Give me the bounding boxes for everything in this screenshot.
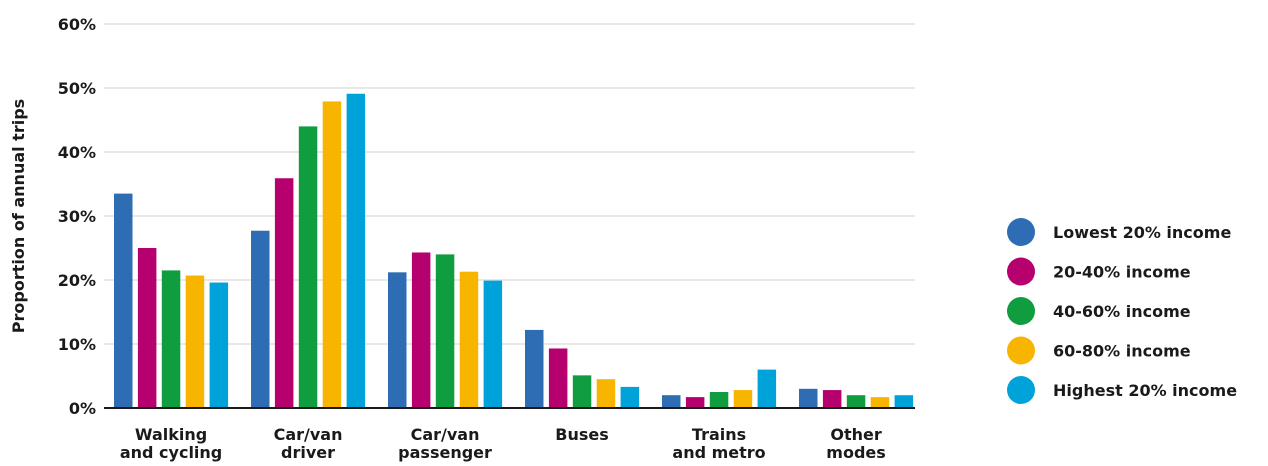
bar [846,395,866,408]
legend: Lowest 20% income 20-40% income 40-60% inc… [1007,218,1237,404]
x-category-label: Car/van [411,425,480,444]
bar [596,379,616,408]
x-category-label: driver [281,443,335,462]
bar [483,280,503,408]
x-category-label: modes [826,443,886,462]
bar [298,126,318,409]
y-tick-label: 0% [69,399,96,418]
bar [822,390,842,408]
bar [870,397,890,408]
x-category-label: Walking [135,425,207,444]
bar [525,329,544,408]
legend-swatch [1007,218,1035,246]
y-tick-label: 60% [58,15,96,34]
bar [620,386,640,408]
legend-swatch [1007,297,1035,325]
bar [209,282,229,408]
bar [251,230,270,408]
legend-label: 20-40% income [1053,263,1191,282]
bar [411,252,431,408]
bar [459,271,479,408]
x-category-label: Trains [692,425,746,444]
legend-swatch [1007,336,1035,365]
y-tick-label: 50% [58,79,96,98]
x-category-label: Other [830,425,881,444]
y-tick-label: 10% [58,335,96,354]
bar [662,395,681,408]
legend-swatch [1007,376,1035,404]
y-tick-label: 30% [58,207,96,226]
x-category-label: Buses [555,425,608,444]
legend-label: Lowest 20% income [1053,223,1231,242]
bar [274,178,294,408]
legend-label: 60-80% income [1053,342,1191,361]
bar [346,93,366,408]
y-axis-title: Proportion of annual trips [9,99,28,333]
x-category-label: Car/van [274,425,343,444]
bar [435,254,455,408]
bar [572,375,592,408]
bar [548,348,568,408]
bar [733,390,753,408]
legend-label: 40-60% income [1053,302,1191,321]
bar [137,248,157,408]
bars [114,93,914,409]
bar [799,388,818,408]
bar [161,270,181,408]
gridlines [104,23,915,345]
y-tick-label: 40% [58,143,96,162]
bar [322,101,342,408]
bar [709,392,729,408]
x-category-label: and cycling [120,443,222,462]
x-category-label: passenger [398,443,492,462]
bar [185,275,205,408]
x-category-label: and metro [672,443,765,462]
y-tick-label: 20% [58,271,96,290]
legend-swatch [1007,257,1035,286]
y-axis-ticks: 0% 10% 20% 30% 40% 50% 60% [58,15,96,418]
bar [685,397,705,408]
bar [757,369,777,408]
bar [114,193,133,408]
legend-label: Highest 20% income [1053,381,1237,400]
bar [388,272,407,408]
bar [894,395,914,408]
